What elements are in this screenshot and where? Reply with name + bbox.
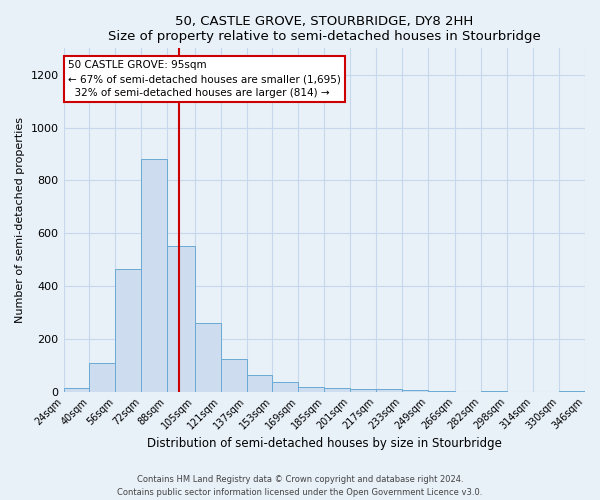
Bar xyxy=(247,376,272,392)
Bar xyxy=(272,382,298,392)
Bar xyxy=(481,390,507,392)
Bar xyxy=(324,388,350,392)
Bar xyxy=(167,246,195,392)
Bar xyxy=(64,388,89,392)
Bar xyxy=(115,269,141,392)
Bar xyxy=(350,388,376,392)
Bar xyxy=(221,358,247,392)
Text: 50 CASTLE GROVE: 95sqm
← 67% of semi-detached houses are smaller (1,695)
  32% o: 50 CASTLE GROVE: 95sqm ← 67% of semi-det… xyxy=(68,60,341,98)
Bar xyxy=(89,362,115,392)
Bar xyxy=(376,389,402,392)
Bar xyxy=(559,391,585,392)
Bar xyxy=(298,387,324,392)
Bar xyxy=(402,390,428,392)
Bar xyxy=(141,160,167,392)
Y-axis label: Number of semi-detached properties: Number of semi-detached properties xyxy=(15,117,25,323)
Bar xyxy=(428,390,455,392)
X-axis label: Distribution of semi-detached houses by size in Stourbridge: Distribution of semi-detached houses by … xyxy=(147,437,502,450)
Title: 50, CASTLE GROVE, STOURBRIDGE, DY8 2HH
Size of property relative to semi-detache: 50, CASTLE GROVE, STOURBRIDGE, DY8 2HH S… xyxy=(108,15,541,43)
Bar xyxy=(195,323,221,392)
Text: Contains HM Land Registry data © Crown copyright and database right 2024.
Contai: Contains HM Land Registry data © Crown c… xyxy=(118,475,482,497)
